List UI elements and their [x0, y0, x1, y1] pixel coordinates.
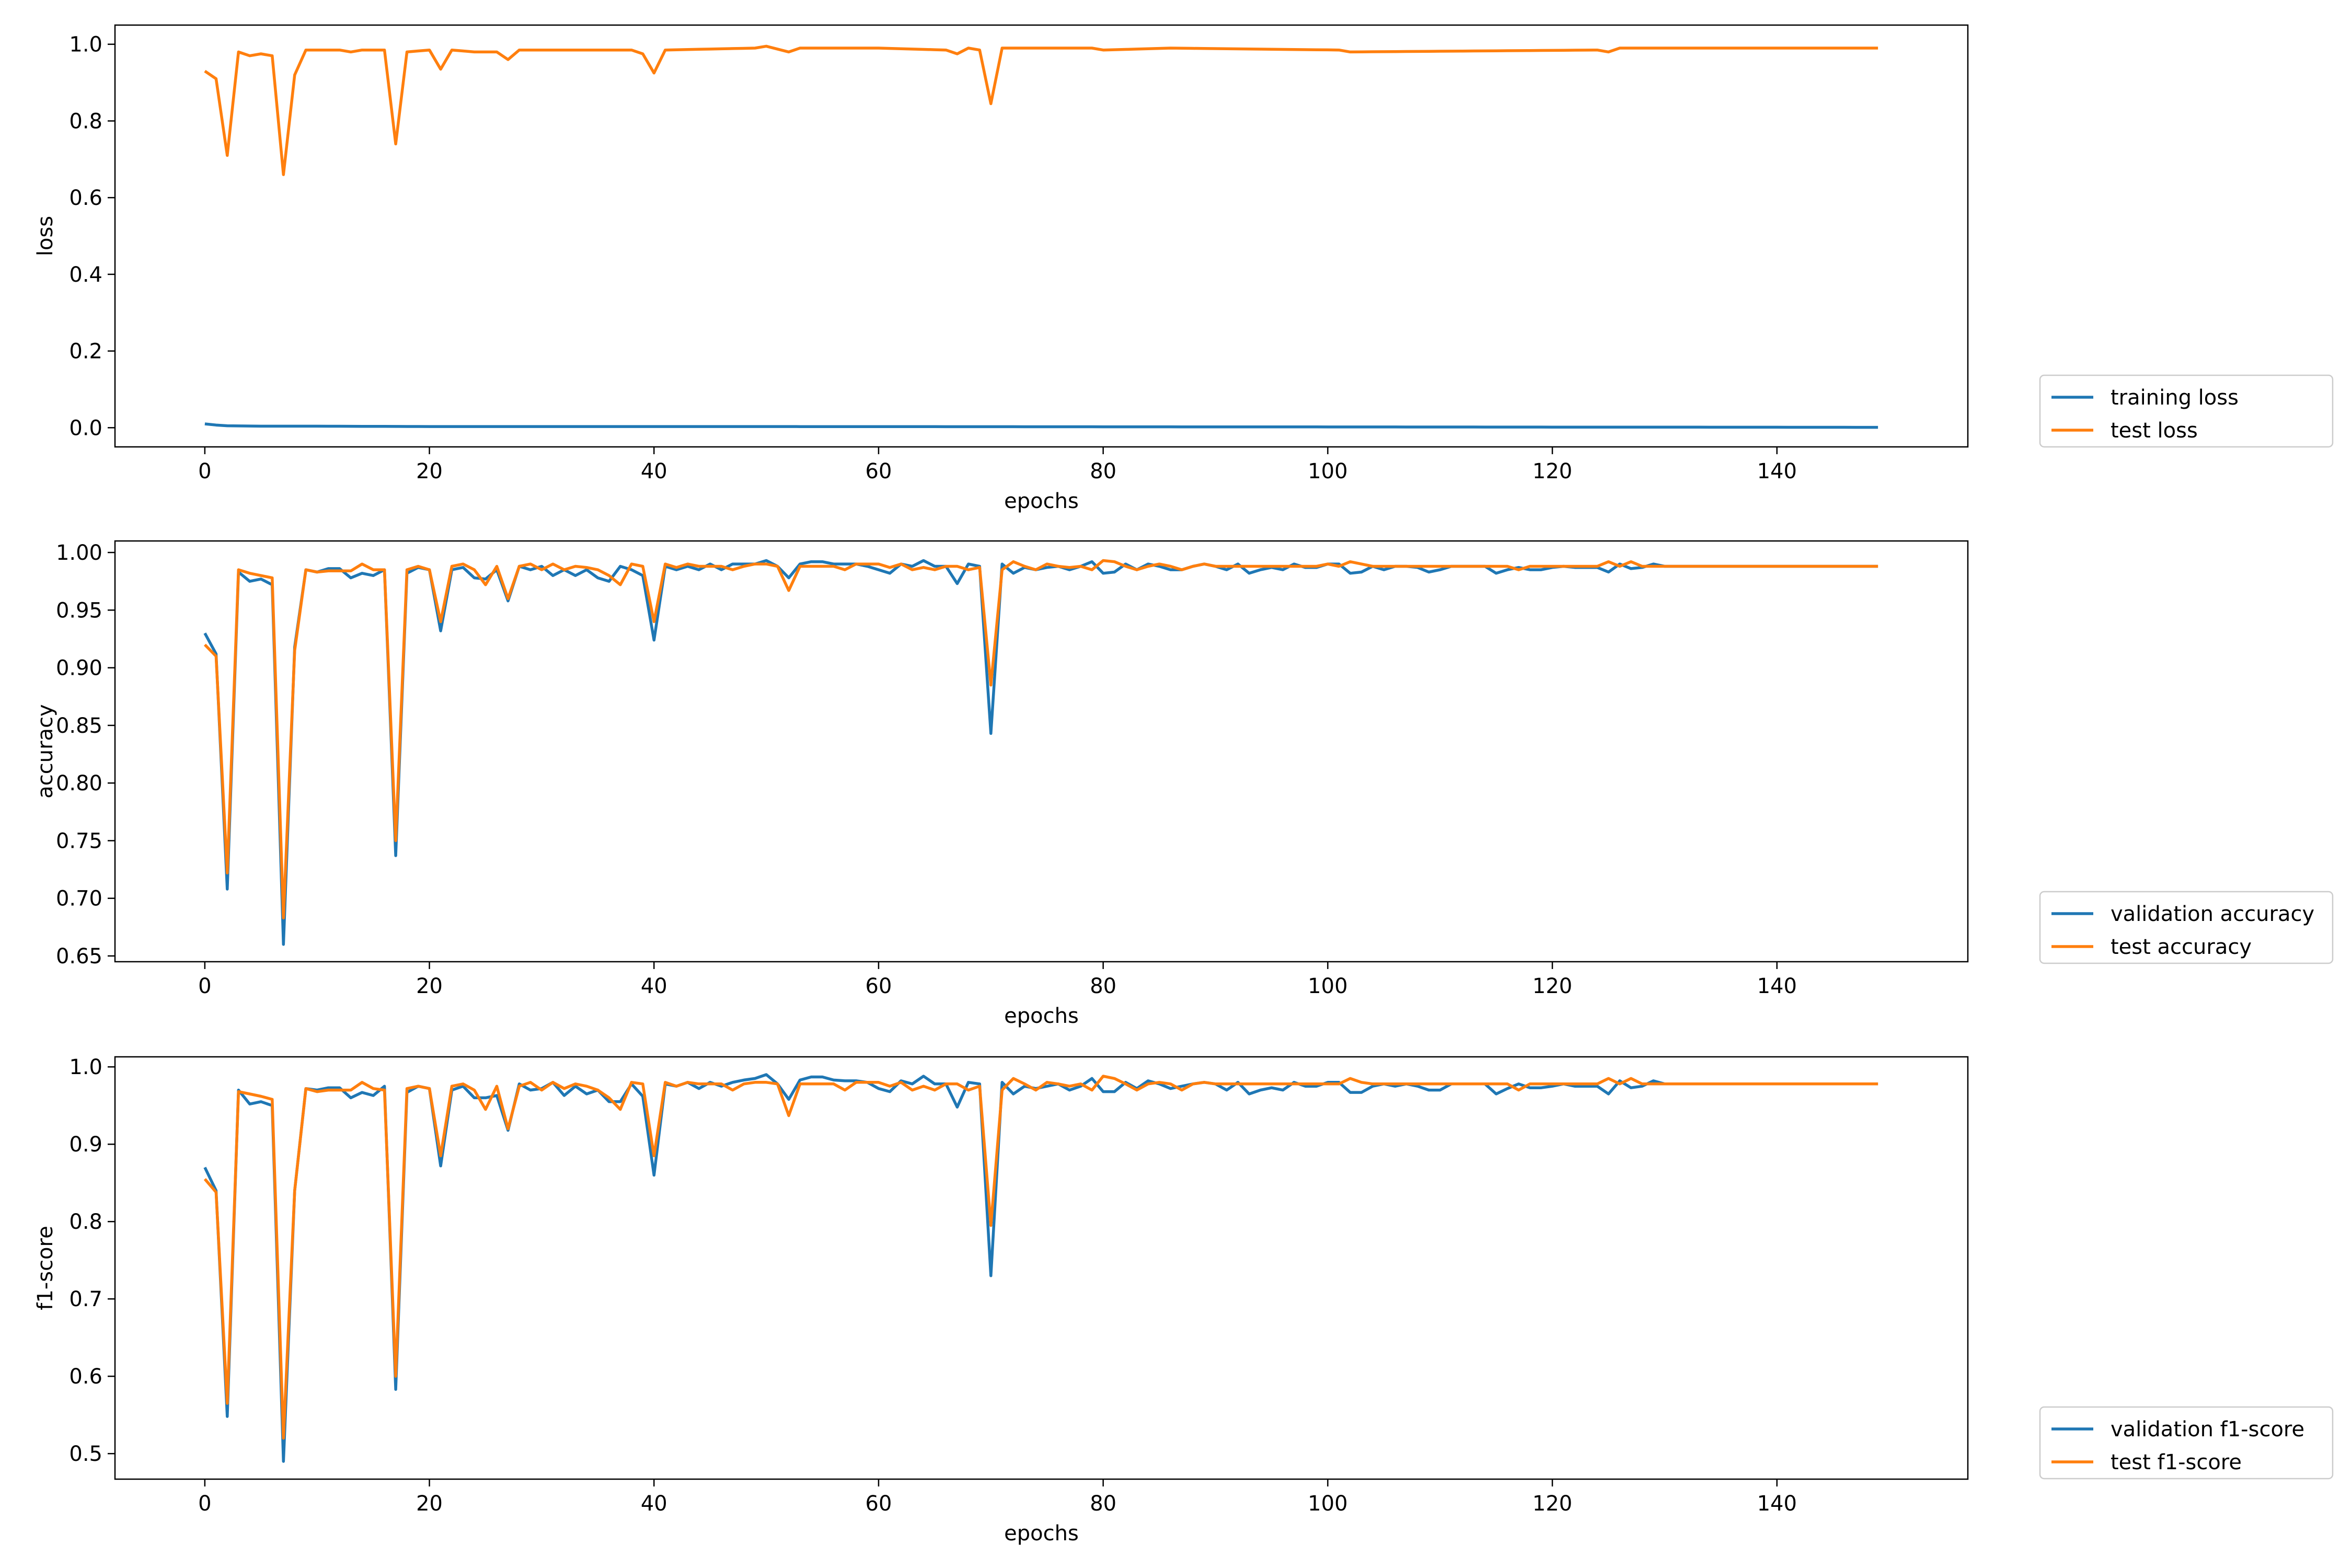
- chart-panel-3: 0 20 40 60 80 100 120 140 0.5 0.6 0.7 0.8 0.9 1.0 epoc…: [33, 1055, 2334, 1546]
- x-axis-label: epochs: [1004, 1521, 1079, 1546]
- x-tick-label: 60: [866, 974, 892, 998]
- y-tick-label: 0.8: [69, 1210, 102, 1234]
- x-tick-label: 140: [1757, 1492, 1797, 1516]
- legend-label: test accuracy: [2111, 935, 2252, 959]
- x-tick-label: 140: [1757, 459, 1797, 483]
- y-axis-label: f1-score: [33, 1226, 57, 1310]
- y-tick-label: 0.6: [69, 186, 102, 210]
- y-axis-label: loss: [33, 216, 57, 256]
- x-tick-label: 140: [1757, 974, 1797, 998]
- legend-box: [2039, 891, 2334, 964]
- axes-frame: [114, 540, 1969, 963]
- x-tick-label: 40: [641, 1492, 667, 1516]
- x-tick-label: 80: [1090, 974, 1116, 998]
- y-tick-label: 0.7: [69, 1287, 102, 1311]
- chart-panel-1: 0 20 40 60 80 100 120 140 0.0 0.2 0.4 0.6 0.8 1.0 epoc…: [33, 24, 2334, 513]
- y-tick-label: 0.2: [69, 340, 102, 364]
- y-tick-label: 0.9: [69, 1133, 102, 1157]
- legend-box: [2039, 374, 2334, 448]
- x-axis-label: epochs: [1004, 1004, 1079, 1028]
- legend-label: test f1-score: [2111, 1450, 2242, 1474]
- y-tick-label: 0.75: [56, 829, 102, 853]
- x-tick-label: 120: [1532, 974, 1572, 998]
- series-line-training-loss: [204, 422, 1878, 429]
- x-tick-label: 80: [1090, 459, 1116, 483]
- y-tick-label: 0.6: [69, 1365, 102, 1389]
- y-tick-label: 0.0: [69, 416, 102, 440]
- y-tick-label: 0.65: [56, 944, 102, 969]
- series-line-validation-accuracy: [203, 559, 1878, 946]
- series-line-validation-f1-score: [203, 1073, 1878, 1463]
- x-tick-label: 100: [1308, 459, 1347, 483]
- axes-frame: [114, 24, 1969, 448]
- axes-frame: [114, 1056, 1969, 1480]
- x-tick-label: 0: [198, 459, 211, 483]
- y-tick-label: 1.00: [56, 541, 102, 565]
- x-tick-label: 100: [1308, 974, 1347, 998]
- y-tick-label: 0.4: [69, 263, 102, 287]
- legend-label: validation accuracy: [2111, 902, 2314, 926]
- legend: validation f1-score test f1-score: [2039, 1406, 2334, 1480]
- y-tick-label: 0.5: [69, 1442, 102, 1466]
- x-tick-label: 0: [198, 974, 211, 998]
- y-tick-label: 0.80: [56, 771, 102, 795]
- series-line-test-accuracy: [203, 559, 1878, 919]
- y-tick-label: 0.95: [56, 598, 102, 622]
- chart-panel-2: 0 20 40 60 80 100 120 140 0.65 0.70 0.75 0.80 0.85 0.…: [33, 540, 2334, 1028]
- legend-label: validation f1-score: [2111, 1417, 2304, 1442]
- legend-label: training loss: [2111, 386, 2239, 410]
- series-line-test-f1-score: [203, 1075, 1878, 1440]
- x-axis-label: epochs: [1004, 489, 1079, 513]
- x-tick-label: 0: [198, 1492, 211, 1516]
- y-tick-label: 1.0: [69, 33, 102, 57]
- x-tick-label: 20: [416, 974, 443, 998]
- legend-box: [2039, 1406, 2334, 1480]
- y-tick-label: 0.70: [56, 887, 102, 911]
- x-tick-label: 20: [416, 1492, 443, 1516]
- y-tick-label: 1.0: [69, 1055, 102, 1079]
- y-tick-label: 0.90: [56, 656, 102, 681]
- y-axis-label: accuracy: [33, 704, 57, 798]
- x-tick-label: 120: [1532, 459, 1572, 483]
- legend: validation accuracy test accuracy: [2039, 891, 2334, 964]
- x-tick-label: 60: [866, 1492, 892, 1516]
- x-tick-label: 20: [416, 459, 443, 483]
- legend: training loss test loss: [2039, 374, 2334, 448]
- x-tick-label: 100: [1308, 1492, 1347, 1516]
- y-tick-label: 0.8: [69, 109, 102, 133]
- series-line-test-loss: [204, 44, 1878, 176]
- x-tick-label: 80: [1090, 1492, 1116, 1516]
- y-tick-label: 0.85: [56, 714, 102, 738]
- x-tick-label: 40: [641, 459, 667, 483]
- legend-label: test loss: [2111, 419, 2198, 443]
- x-tick-label: 120: [1532, 1492, 1572, 1516]
- x-tick-label: 40: [641, 974, 667, 998]
- x-tick-label: 60: [866, 459, 892, 483]
